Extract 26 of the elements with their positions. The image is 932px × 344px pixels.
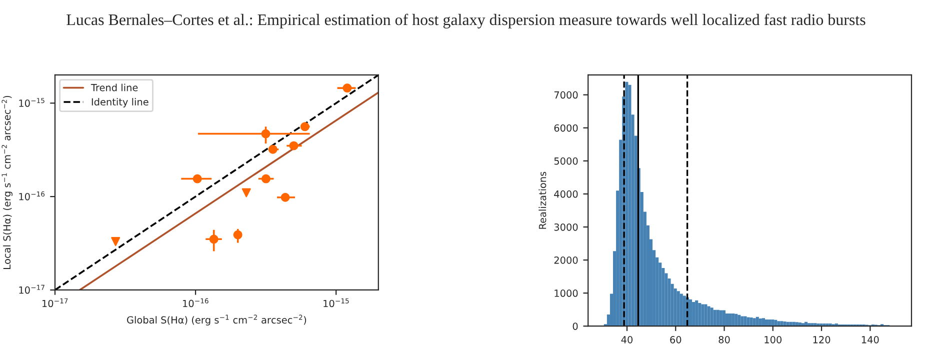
x-tick-label: 10$^{−15}$	[324, 298, 349, 308]
y-tick-label: 7000	[554, 91, 578, 99]
x-tick-label: 120	[813, 336, 830, 344]
x-tick-label: 10$^{−17}$	[42, 298, 68, 308]
y-tick-label: 3000	[554, 223, 578, 231]
x-tick-label: 80	[718, 336, 730, 344]
y-tick-label: 5000	[554, 157, 578, 165]
y-tick-label: 2000	[554, 256, 578, 264]
x-axis-title: Global S(Hα) (erg s$^{−1}$ cm$^{−2}$ arcsec$^{−2}$)	[127, 314, 306, 326]
x-tick-label: 40	[621, 336, 633, 344]
legend-label: Trend line	[90, 84, 138, 92]
y-tick-label: 6000	[554, 124, 578, 132]
text: Lucas Bernales–Cortes et al.: Empirical estimation of host galaxy dispersion measure towards well localized fast radio bursts	[66, 14, 866, 28]
y-tick-label: 4000	[554, 190, 578, 198]
y-tick-label: 10$^{−16}$	[19, 191, 45, 200]
x-tick-label: 140	[862, 336, 879, 344]
x-tick-label: 60	[670, 336, 682, 344]
y-axis-title: Local S(Hα) (erg s$^{−1}$ cm$^{−2}$ arcsec$^{−2}$)	[2, 96, 12, 269]
y-tick-label: 1000	[554, 290, 578, 297]
x-tick-label: 10$^{−16}$	[183, 298, 208, 308]
y-tick-label: 10$^{−15}$	[19, 98, 44, 107]
y-axis-title: Realizations	[538, 172, 546, 229]
x-tick-label: 100	[764, 336, 782, 344]
y-tick-label: 0	[572, 322, 578, 330]
y-tick-label: 10$^{−17}$	[19, 284, 44, 294]
legend-label: Identity line	[92, 98, 148, 108]
